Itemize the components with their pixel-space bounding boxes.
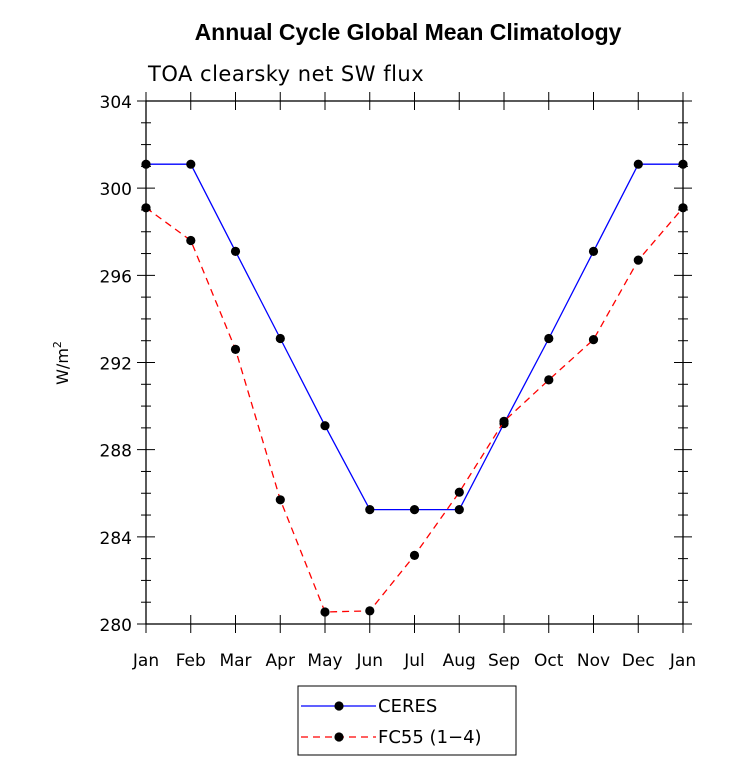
point-fc55-1-4-3 (275, 495, 285, 505)
y-tick-label: 292 (100, 355, 132, 375)
y-tick-label: 288 (100, 442, 132, 462)
point-ceres-1 (186, 159, 196, 169)
point-ceres-10 (588, 246, 599, 256)
point-fc55-1-4-12 (678, 203, 688, 213)
point-fc55-1-4-6 (409, 550, 420, 561)
y-tick-label: 296 (100, 267, 132, 287)
y-tick-labels: 280 284 288 292 296 300 304 (100, 93, 132, 636)
x-tick-label: Sep (488, 651, 520, 671)
x-tick-label: Aug (443, 651, 476, 671)
x-tick-label: Feb (176, 651, 206, 671)
point-ceres-7 (454, 505, 464, 515)
y-tick-label: 284 (100, 529, 132, 549)
x-tick-label: Jun (355, 651, 383, 671)
legend-box (297, 685, 517, 756)
chart-title: Annual Cycle Global Mean Climatology (195, 19, 622, 45)
point-ceres-0 (141, 159, 151, 169)
x-tick-label: Dec (622, 651, 655, 671)
legend-ceres-marker (334, 701, 344, 711)
point-fc55-1-4-2 (230, 344, 241, 354)
point-fc55-1-4-5 (365, 606, 375, 616)
series-line-ceres (146, 163, 683, 511)
y-tick-label: 304 (100, 93, 132, 113)
point-ceres-4 (320, 421, 330, 431)
point-ceres-9 (544, 333, 554, 344)
y-axis-label-text: W/m (53, 348, 72, 385)
chart-subtitle: TOA clearsky net SW flux (147, 62, 424, 86)
point-fc55-1-4-10 (588, 335, 599, 345)
point-ceres-2 (230, 246, 241, 256)
point-ceres-11 (633, 159, 643, 169)
x-tick-label: Jan (669, 651, 696, 671)
point-ceres-12 (678, 159, 688, 169)
x-tick-label: Oct (534, 651, 564, 671)
point-fc55-1-4-11 (633, 255, 643, 265)
x-tick-label: Apr (266, 651, 295, 671)
point-fc55-1-4-7 (454, 487, 464, 497)
legend-ceres-label: CERES (378, 696, 437, 717)
x-tick-labels: Jan Feb Mar Apr May Jun Jul Aug Sep Oct Nov Dec Jan (132, 651, 696, 671)
y-axis-label: W/m2 (51, 341, 72, 385)
point-ceres-5 (365, 505, 375, 515)
x-tick-label: Mar (219, 651, 251, 671)
point-fc55-1-4-8 (499, 416, 509, 426)
y-tick-label: 300 (100, 180, 132, 200)
x-tick-label: Jul (403, 651, 425, 671)
y-axis-label-superscript: 2 (51, 341, 64, 348)
legend: CERES FC55 (1−4) (297, 685, 517, 756)
point-fc55-1-4-0 (141, 203, 151, 213)
point-ceres-3 (275, 333, 285, 344)
x-tick-label: May (307, 651, 342, 671)
point-ceres-6 (409, 505, 420, 515)
legend-fc55-label: FC55 (1−4) (378, 727, 482, 748)
x-tick-label: Jan (132, 651, 159, 671)
legend-fc55-marker (334, 732, 344, 742)
series-group (141, 159, 688, 617)
x-tick-label: Nov (577, 651, 610, 671)
point-fc55-1-4-9 (544, 375, 554, 385)
point-fc55-1-4-1 (186, 235, 196, 246)
y-tick-label: 280 (100, 616, 132, 636)
plot-frame (145, 100, 684, 625)
point-fc55-1-4-4 (320, 607, 330, 617)
